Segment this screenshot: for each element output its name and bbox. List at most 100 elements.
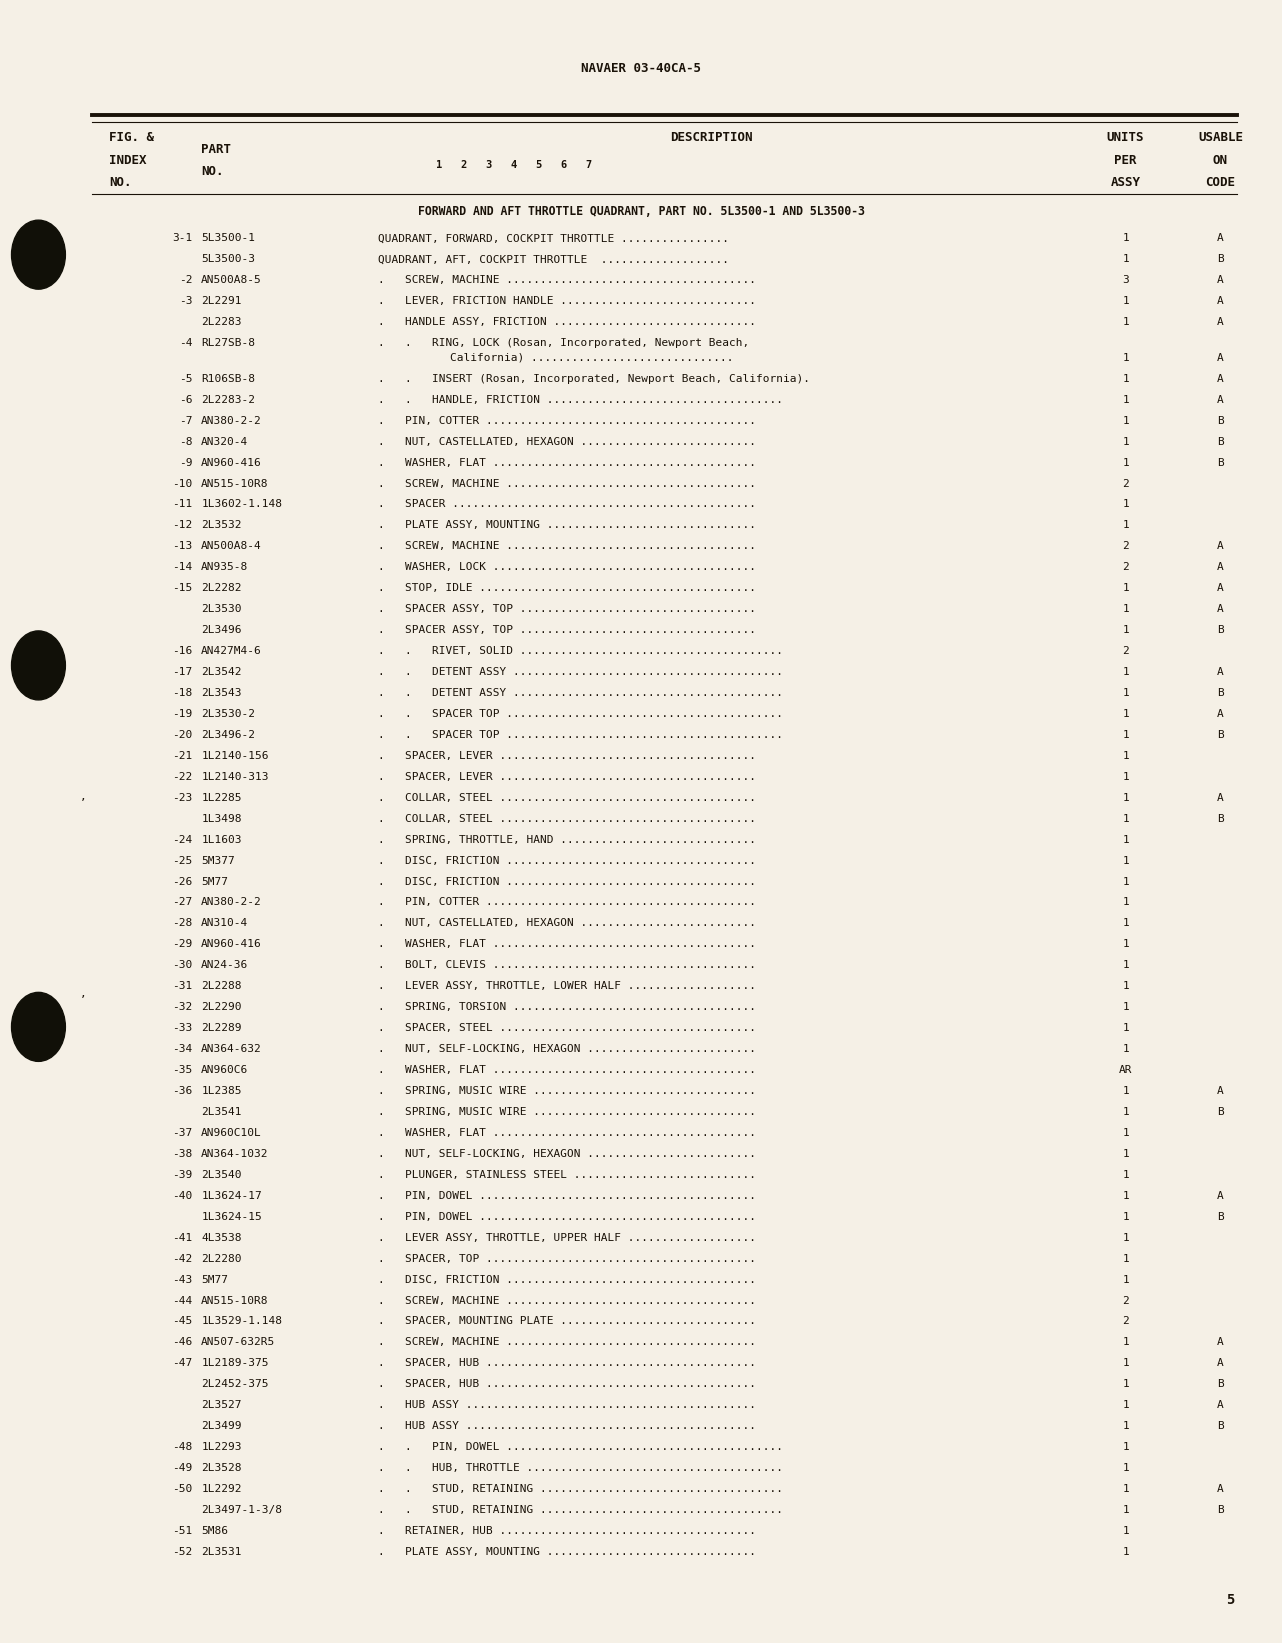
Text: 1: 1 bbox=[1122, 416, 1129, 426]
Text: AN310-4: AN310-4 bbox=[201, 918, 249, 928]
Text: 2L3540: 2L3540 bbox=[201, 1170, 242, 1180]
Text: CODE: CODE bbox=[1205, 176, 1236, 189]
Text: AN427M4-6: AN427M4-6 bbox=[201, 646, 262, 656]
Text: 1: 1 bbox=[1122, 1086, 1129, 1096]
Text: 1: 1 bbox=[1122, 1505, 1129, 1515]
Text: -26: -26 bbox=[172, 877, 192, 887]
Text: B: B bbox=[1217, 457, 1224, 468]
Text: 1L3529-1.148: 1L3529-1.148 bbox=[201, 1316, 282, 1326]
Text: .   PLATE ASSY, MOUNTING ...............................: . PLATE ASSY, MOUNTING .................… bbox=[378, 521, 756, 531]
Text: 5: 5 bbox=[1226, 1592, 1235, 1607]
Text: 1: 1 bbox=[1122, 1211, 1129, 1222]
Circle shape bbox=[12, 220, 65, 289]
Text: 1: 1 bbox=[1122, 792, 1129, 803]
Text: 2L3497-1-3/8: 2L3497-1-3/8 bbox=[201, 1505, 282, 1515]
Text: -37: -37 bbox=[172, 1127, 192, 1139]
Text: -20: -20 bbox=[172, 729, 192, 739]
Text: 1: 1 bbox=[1122, 1024, 1129, 1033]
Text: NAVAER 03-40CA-5: NAVAER 03-40CA-5 bbox=[581, 62, 701, 76]
Text: 1: 1 bbox=[1122, 255, 1129, 265]
Text: RL27SB-8: RL27SB-8 bbox=[201, 338, 255, 348]
Circle shape bbox=[12, 992, 65, 1061]
Text: AN515-10R8: AN515-10R8 bbox=[201, 1295, 269, 1306]
Text: .   .   INSERT (Rosan, Incorporated, Newport Beach, California).: . . INSERT (Rosan, Incorporated, Newport… bbox=[378, 375, 810, 384]
Text: B: B bbox=[1217, 1380, 1224, 1390]
Text: -11: -11 bbox=[172, 499, 192, 509]
Text: 1: 1 bbox=[1122, 1380, 1129, 1390]
Text: AN364-1032: AN364-1032 bbox=[201, 1148, 269, 1158]
Text: 2L2288: 2L2288 bbox=[201, 981, 242, 991]
Text: -32: -32 bbox=[172, 1002, 192, 1012]
Text: .   SPRING, MUSIC WIRE .................................: . SPRING, MUSIC WIRE ...................… bbox=[378, 1086, 756, 1096]
Text: 5L3500-3: 5L3500-3 bbox=[201, 255, 255, 265]
Text: .   LEVER, FRICTION HANDLE .............................: . LEVER, FRICTION HANDLE ...............… bbox=[378, 296, 756, 306]
Text: -42: -42 bbox=[172, 1254, 192, 1263]
Text: 2L2283: 2L2283 bbox=[201, 317, 242, 327]
Text: 1L2189-375: 1L2189-375 bbox=[201, 1359, 269, 1369]
Text: 1L3624-15: 1L3624-15 bbox=[201, 1211, 262, 1222]
Text: -51: -51 bbox=[172, 1526, 192, 1536]
Text: -46: -46 bbox=[172, 1337, 192, 1347]
Text: 1L2385: 1L2385 bbox=[201, 1086, 242, 1096]
Text: .   SPRING, TORSION ....................................: . SPRING, TORSION ......................… bbox=[378, 1002, 756, 1012]
Text: .   .   RING, LOCK (Rosan, Incorporated, Newport Beach,: . . RING, LOCK (Rosan, Incorporated, New… bbox=[378, 338, 750, 348]
Text: 1: 1 bbox=[1122, 960, 1129, 971]
Text: 1L1603: 1L1603 bbox=[201, 835, 242, 845]
Text: 1L3602-1.148: 1L3602-1.148 bbox=[201, 499, 282, 509]
Text: A: A bbox=[1217, 1400, 1224, 1410]
Text: -9: -9 bbox=[178, 457, 192, 468]
Text: 2L3532: 2L3532 bbox=[201, 521, 242, 531]
Text: -7: -7 bbox=[178, 416, 192, 426]
Text: -21: -21 bbox=[172, 751, 192, 761]
Text: .   SPACER, TOP ........................................: . SPACER, TOP ..........................… bbox=[378, 1254, 756, 1263]
Text: B: B bbox=[1217, 1107, 1224, 1117]
Text: PART: PART bbox=[201, 143, 231, 156]
Text: .   SPACER, HUB ........................................: . SPACER, HUB ..........................… bbox=[378, 1380, 756, 1390]
Text: 1: 1 bbox=[1122, 835, 1129, 845]
Text: 1: 1 bbox=[1122, 1170, 1129, 1180]
Text: QUADRANT, AFT, COCKPIT THROTTLE  ...................: QUADRANT, AFT, COCKPIT THROTTLE ........… bbox=[378, 255, 729, 265]
Text: .   WASHER, FLAT .......................................: . WASHER, FLAT .........................… bbox=[378, 457, 756, 468]
Text: -19: -19 bbox=[172, 710, 192, 720]
Text: AN960C6: AN960C6 bbox=[201, 1065, 249, 1075]
Text: 1: 1 bbox=[1122, 317, 1129, 327]
Text: -2: -2 bbox=[178, 274, 192, 286]
Text: A: A bbox=[1217, 1086, 1224, 1096]
Text: .   SPACER, MOUNTING PLATE .............................: . SPACER, MOUNTING PLATE ...............… bbox=[378, 1316, 756, 1326]
Text: -38: -38 bbox=[172, 1148, 192, 1158]
Text: -43: -43 bbox=[172, 1275, 192, 1285]
Text: -31: -31 bbox=[172, 981, 192, 991]
Text: .   .   SPACER TOP .........................................: . . SPACER TOP .........................… bbox=[378, 729, 783, 739]
Text: .   .   STUD, RETAINING ....................................: . . STUD, RETAINING ....................… bbox=[378, 1484, 783, 1493]
Text: ,: , bbox=[79, 792, 87, 802]
Text: AN507-632R5: AN507-632R5 bbox=[201, 1337, 276, 1347]
Text: 1: 1 bbox=[1122, 1484, 1129, 1493]
Text: AN960C10L: AN960C10L bbox=[201, 1127, 262, 1139]
Text: B: B bbox=[1217, 416, 1224, 426]
Text: 1L2140-156: 1L2140-156 bbox=[201, 751, 269, 761]
Text: 1: 1 bbox=[1122, 296, 1129, 306]
Text: B: B bbox=[1217, 1421, 1224, 1431]
Text: .   COLLAR, STEEL ......................................: . COLLAR, STEEL ........................… bbox=[378, 813, 756, 823]
Text: 1: 1 bbox=[1122, 981, 1129, 991]
Text: .   WASHER, LOCK .......................................: . WASHER, LOCK .........................… bbox=[378, 562, 756, 572]
Text: -12: -12 bbox=[172, 521, 192, 531]
Text: -17: -17 bbox=[172, 667, 192, 677]
Text: A: A bbox=[1217, 353, 1224, 363]
Text: .   PIN, COTTER ........................................: . PIN, COTTER ..........................… bbox=[378, 416, 756, 426]
Text: A: A bbox=[1217, 274, 1224, 286]
Text: 1L2293: 1L2293 bbox=[201, 1443, 242, 1452]
Text: .   SPACER .............................................: . SPACER ...............................… bbox=[378, 499, 756, 509]
Text: A: A bbox=[1217, 317, 1224, 327]
Text: .   .   HANDLE, FRICTION ...................................: . . HANDLE, FRICTION ...................… bbox=[378, 394, 783, 404]
Text: AN500A8-5: AN500A8-5 bbox=[201, 274, 262, 286]
Text: .   NUT, SELF-LOCKING, HEXAGON .........................: . NUT, SELF-LOCKING, HEXAGON ...........… bbox=[378, 1148, 756, 1158]
Text: B: B bbox=[1217, 688, 1224, 698]
Text: A: A bbox=[1217, 792, 1224, 803]
Text: .   SPACER, STEEL ......................................: . SPACER, STEEL ........................… bbox=[378, 1024, 756, 1033]
Text: .   BOLT, CLEVIS .......................................: . BOLT, CLEVIS .........................… bbox=[378, 960, 756, 971]
Text: California) ..............................: California) ............................… bbox=[450, 353, 733, 363]
Text: .   RETAINER, HUB ......................................: . RETAINER, HUB ........................… bbox=[378, 1526, 756, 1536]
Text: 1: 1 bbox=[1122, 1359, 1129, 1369]
Text: AN960-416: AN960-416 bbox=[201, 940, 262, 950]
